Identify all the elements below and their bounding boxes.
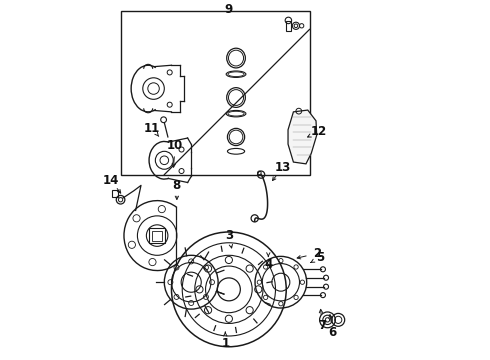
Text: 6: 6 <box>329 326 337 339</box>
Text: 7: 7 <box>318 319 326 332</box>
Text: 12: 12 <box>310 125 327 138</box>
Text: 10: 10 <box>167 139 183 152</box>
Bar <box>149 228 165 243</box>
Bar <box>286 21 291 31</box>
Bar <box>152 230 162 240</box>
Text: 9: 9 <box>225 3 233 16</box>
Text: 8: 8 <box>173 179 181 192</box>
Text: 11: 11 <box>144 122 160 135</box>
Bar <box>112 190 118 197</box>
Text: 4: 4 <box>264 258 272 271</box>
Text: 2: 2 <box>313 247 321 260</box>
Text: 14: 14 <box>102 174 119 186</box>
Bar <box>122 12 310 175</box>
Text: 1: 1 <box>221 337 229 350</box>
Text: 3: 3 <box>225 229 233 242</box>
Polygon shape <box>288 110 317 164</box>
Text: 13: 13 <box>274 161 291 174</box>
Text: 5: 5 <box>316 251 324 264</box>
